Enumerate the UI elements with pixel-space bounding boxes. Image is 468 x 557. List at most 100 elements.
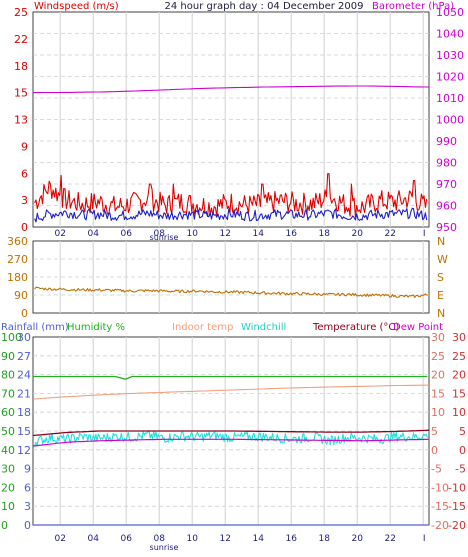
compass-label: N	[437, 307, 445, 320]
time-tick-label: 04	[87, 229, 99, 239]
temp-tick-label-outer: -20	[448, 519, 466, 532]
wind-panel-grid	[33, 12, 429, 227]
wind-tick-label: 25	[14, 6, 28, 19]
rain-tick-label: 30	[17, 331, 31, 344]
rain-tick-label: 18	[17, 406, 31, 419]
humidity-line	[33, 375, 428, 380]
time-tick-label: 06	[120, 534, 132, 544]
temp-tick-label-outer: -5	[455, 463, 466, 476]
temp-tick-label-inner: 15	[431, 387, 445, 400]
legend-rainfall: Rainfall (mm)	[1, 322, 69, 333]
wind-panel-series	[33, 85, 429, 223]
time-tick-label: 10	[186, 229, 198, 239]
temp-tick-label-outer: 0	[459, 444, 466, 457]
rain-tick-label: 21	[17, 387, 31, 400]
legend-humidity: Humidity %	[67, 322, 125, 333]
compass-label: E	[437, 289, 444, 302]
barometer-axis-title: Barometer (hPa)	[372, 1, 454, 12]
time-tick-label: 08	[153, 229, 165, 239]
humidity-tick-label: 20	[1, 481, 15, 494]
rain-tick-label: 3	[24, 500, 31, 513]
baro-tick-label: 1050	[436, 6, 464, 19]
direction-panel-grid	[33, 241, 429, 313]
rain-tick-label: 15	[17, 425, 31, 438]
humidity-tick-label: 50	[1, 425, 15, 438]
baro-tick-label: 970	[436, 178, 457, 191]
humidity-tick-label: 30	[1, 463, 15, 476]
time-tick-label: 02	[54, 534, 65, 544]
rain-tick-label: 0	[24, 519, 31, 532]
compass-label: W	[437, 253, 448, 266]
direction-tick-label: 270	[7, 253, 28, 266]
time-tick-label: 08	[153, 534, 165, 544]
temperature-line	[32, 429, 430, 437]
wind-tick-label: 13	[14, 114, 28, 127]
baro-tick-label: 1030	[436, 49, 464, 62]
compass-label: N	[437, 235, 445, 248]
temp-tick-label-inner: 5	[431, 425, 438, 438]
time-tick-label: 22	[384, 534, 395, 544]
wind-tick-label: 3	[21, 194, 28, 207]
humidity-tick-label: 80	[1, 369, 15, 382]
rain-tick-label: 27	[17, 350, 31, 363]
temp-tick-label-outer: 10	[452, 406, 466, 419]
time-tick-label: I	[423, 534, 426, 544]
temp-tick-label-outer: 20	[452, 369, 466, 382]
baro-tick-label: 1040	[436, 28, 464, 41]
humidity-tick-label: 70	[1, 387, 15, 400]
rain-tick-label: 9	[24, 463, 31, 476]
baro-tick-label: 950	[436, 221, 457, 234]
baro-tick-label: 1020	[436, 71, 464, 84]
average-windspeed-line	[34, 207, 428, 223]
rain-tick-label: 12	[17, 444, 31, 457]
temperature-panel-series	[32, 375, 430, 526]
windchill-line	[34, 430, 428, 447]
wind-tick-label: 0	[21, 221, 28, 234]
time-tick-label: 04	[87, 534, 99, 544]
humidity-tick-label: 100	[1, 331, 22, 344]
time-tick-label: 20	[351, 534, 363, 544]
indoor-temp-line	[32, 384, 430, 400]
legend-windchill: Windchill	[241, 322, 286, 333]
time-tick-label: 20	[351, 229, 363, 239]
baro-tick-label: 1000	[436, 114, 464, 127]
time-tick-label: 12	[219, 229, 230, 239]
temp-tick-label-inner: 20	[431, 369, 445, 382]
time-tick-label: 14	[252, 229, 264, 239]
time-tick-label: 16	[285, 229, 297, 239]
wind-direction-line	[34, 286, 429, 299]
temperature-panel-ticks: 1009080706050403020100302724211815129630…	[1, 331, 466, 544]
temp-tick-label-inner: 10	[431, 406, 445, 419]
sunrise-label-bottom: sunrise	[150, 543, 179, 552]
humidity-tick-label: 90	[1, 350, 15, 363]
time-tick-label: 06	[120, 229, 132, 239]
direction-tick-label: 90	[14, 289, 28, 302]
windspeed-line	[34, 173, 428, 218]
temp-tick-label-inner: -10	[431, 481, 449, 494]
humidity-tick-label: 40	[1, 444, 15, 457]
wind-tick-label: 18	[14, 60, 28, 73]
baro-tick-label: 1010	[436, 92, 464, 105]
baro-tick-label: 980	[436, 157, 457, 170]
legend-temperature: Temperature (°C)	[312, 322, 399, 333]
legend-dewpoint: Dew Point	[393, 322, 443, 333]
rain-tick-label: 6	[24, 481, 31, 494]
time-tick-label: 10	[186, 534, 198, 544]
wind-panel-ticks: 2522181513963010501040103010201010100099…	[14, 6, 464, 239]
baro-tick-label: 990	[436, 135, 457, 148]
humidity-tick-label: 60	[1, 406, 15, 419]
windspeed-axis-title: Windspeed (m/s)	[34, 1, 119, 12]
time-tick-label: 02	[54, 229, 65, 239]
wind-tick-label: 6	[21, 167, 28, 180]
time-tick-label: 12	[219, 534, 230, 544]
legend-indoor-temp: Indoor temp	[172, 322, 233, 333]
humidity-tick-label: 0	[1, 519, 8, 532]
time-tick-label: 14	[252, 534, 264, 544]
compass-label: S	[437, 271, 444, 284]
time-tick-label: 18	[318, 534, 330, 544]
temp-tick-label-outer: 5	[459, 425, 466, 438]
temp-tick-label-outer: -10	[448, 481, 466, 494]
